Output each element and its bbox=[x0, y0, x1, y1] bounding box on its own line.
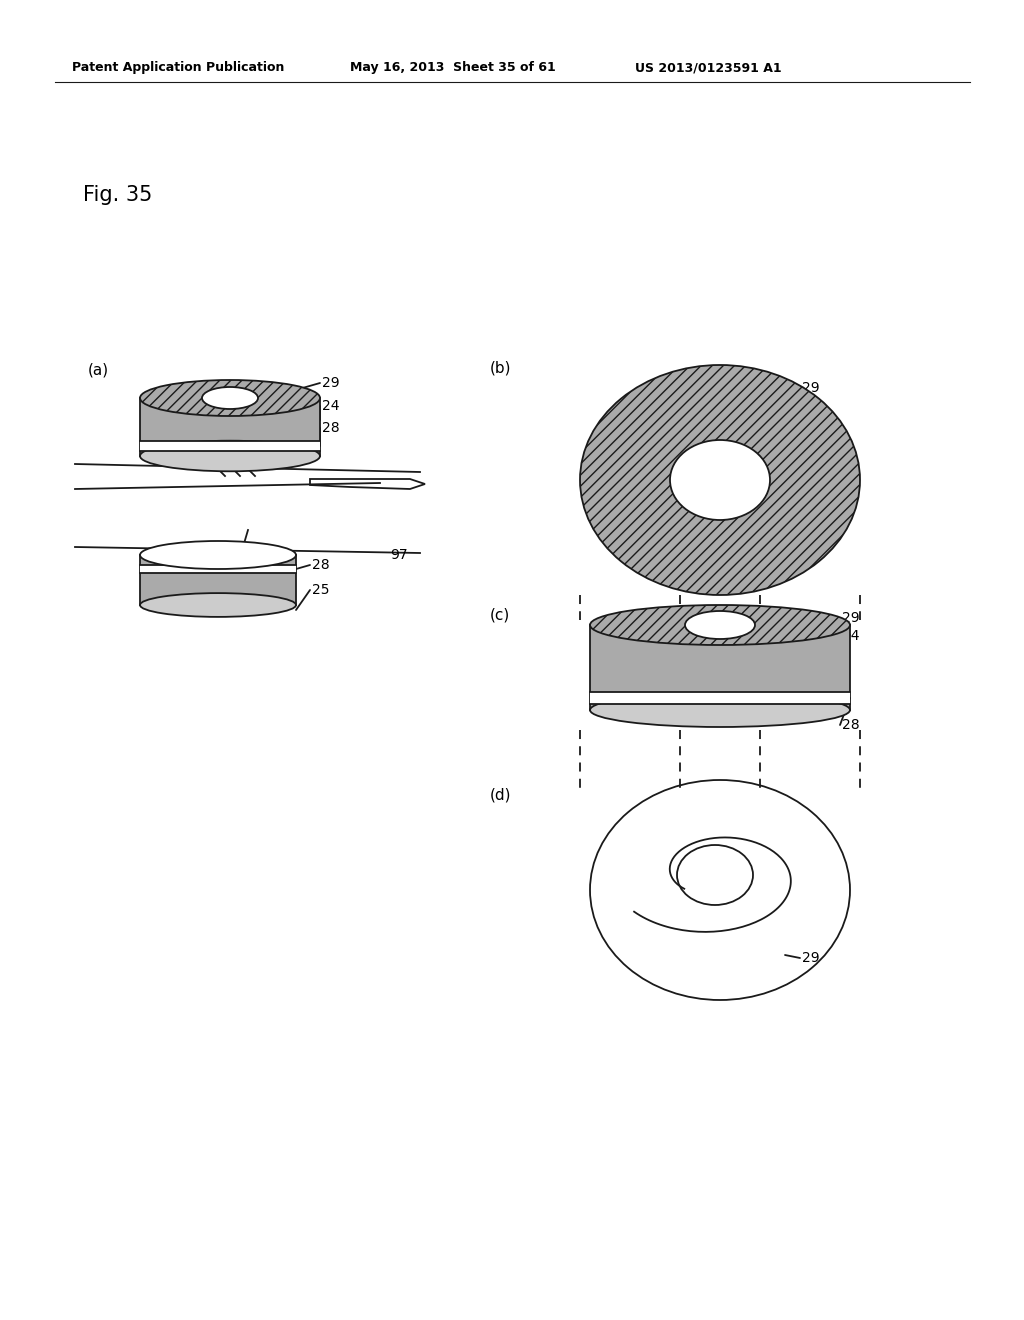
Text: (a): (a) bbox=[88, 363, 110, 378]
Polygon shape bbox=[140, 441, 319, 451]
Text: (d): (d) bbox=[490, 788, 512, 803]
Ellipse shape bbox=[140, 593, 296, 616]
Text: 29: 29 bbox=[802, 381, 819, 395]
Text: Fig. 35: Fig. 35 bbox=[83, 185, 153, 205]
Ellipse shape bbox=[140, 541, 296, 569]
Polygon shape bbox=[140, 565, 296, 573]
Text: US 2013/0123591 A1: US 2013/0123591 A1 bbox=[635, 62, 781, 74]
Ellipse shape bbox=[590, 605, 850, 645]
Text: 25: 25 bbox=[312, 583, 330, 597]
Text: (b): (b) bbox=[490, 360, 512, 375]
Ellipse shape bbox=[140, 380, 319, 416]
Ellipse shape bbox=[140, 441, 319, 471]
Text: 28: 28 bbox=[312, 558, 330, 572]
Ellipse shape bbox=[202, 387, 258, 409]
Text: 29: 29 bbox=[842, 611, 859, 624]
Ellipse shape bbox=[677, 845, 753, 906]
Text: 24: 24 bbox=[842, 630, 859, 643]
Polygon shape bbox=[140, 554, 296, 605]
Text: 28: 28 bbox=[842, 718, 859, 733]
Text: 29: 29 bbox=[802, 950, 819, 965]
Text: Patent Application Publication: Patent Application Publication bbox=[72, 62, 285, 74]
Polygon shape bbox=[590, 692, 850, 704]
Ellipse shape bbox=[580, 366, 860, 595]
Text: (c): (c) bbox=[490, 607, 510, 623]
Text: 28: 28 bbox=[322, 421, 340, 436]
Polygon shape bbox=[590, 624, 850, 710]
Text: 97: 97 bbox=[390, 548, 408, 562]
Text: 24: 24 bbox=[322, 399, 340, 413]
Text: May 16, 2013  Sheet 35 of 61: May 16, 2013 Sheet 35 of 61 bbox=[350, 62, 556, 74]
Ellipse shape bbox=[670, 440, 770, 520]
Polygon shape bbox=[140, 399, 319, 455]
Text: 29: 29 bbox=[322, 376, 340, 389]
Ellipse shape bbox=[590, 693, 850, 727]
Ellipse shape bbox=[685, 611, 755, 639]
